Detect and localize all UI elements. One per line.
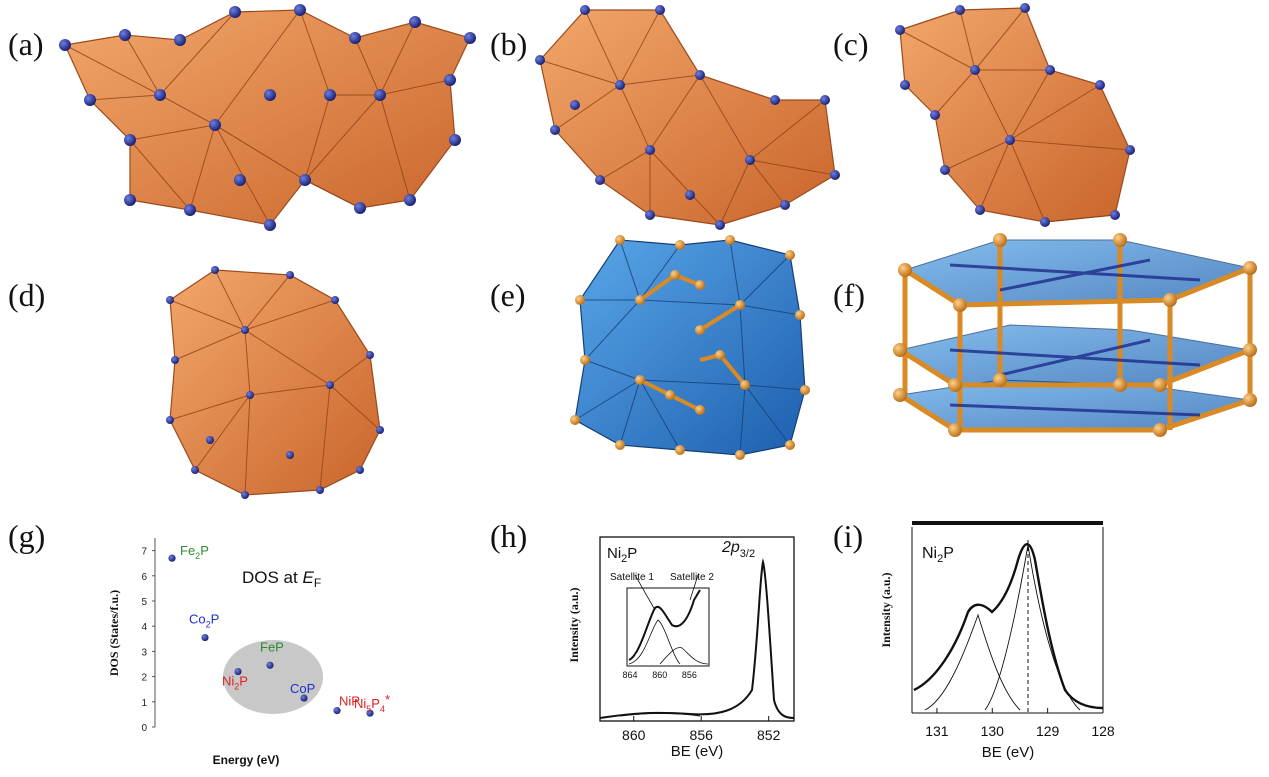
g-y-axis-label: DOS (States/f.u.)	[107, 590, 121, 676]
h-inset-x-tick-label: 864	[622, 670, 637, 680]
chart-h: 860 856 852 864 860 856 Ni2P 2p3/2 Satellite…	[567, 536, 795, 760]
panel-label-c: (c)	[833, 26, 869, 62]
g-y-tick-label: 5	[141, 597, 147, 608]
g-point-fep	[266, 661, 274, 669]
structure-f	[893, 233, 1257, 437]
h-y-axis-label: Intensity (a.u.)	[567, 587, 581, 662]
h-inset-spectrum	[628, 589, 701, 661]
g-y-tick-label: 2	[141, 673, 147, 684]
h-inset-label-satellite1: Satellite 1	[610, 572, 654, 583]
h-x-tick-label: 852	[757, 727, 781, 743]
panel-label-a: (a)	[8, 26, 44, 62]
i-x-tick-label: 130	[981, 723, 1005, 739]
h-inset-label-satellite2: Satellite 2	[670, 572, 714, 583]
i-x-tick-label: 131	[925, 723, 949, 739]
i-fit-peak-1	[924, 613, 1021, 711]
h-x-tick-label: 860	[622, 727, 646, 743]
h-inset-x-tick-label: 860	[652, 670, 667, 680]
h-sample-label: Ni2P	[607, 545, 637, 565]
i-x-tick-label: 128	[1091, 723, 1115, 739]
g-point-fe2p	[168, 554, 176, 562]
structure-a	[59, 4, 476, 231]
i-spectrum-line	[913, 543, 1104, 710]
structure-d	[166, 266, 384, 499]
h-x-axis-label: BE (eV)	[671, 743, 724, 760]
panel-label-i: (i)	[833, 518, 864, 554]
g-y-tick-label: 7	[141, 547, 147, 558]
h-plot-frame	[599, 536, 795, 722]
g-point-label: Ni5P4*	[354, 692, 390, 714]
chart-i: 131 130 129 128 Ni2P BE (eV) Intensity (a.u…	[879, 521, 1115, 761]
panel-label-b: (b)	[490, 26, 528, 62]
i-fit-peak-2	[984, 544, 1081, 711]
h-inset-frame	[626, 587, 710, 667]
h-fit-line	[619, 712, 701, 717]
i-y-axis-label: Intensity (a.u.)	[879, 572, 893, 647]
g-point-co2p	[201, 633, 209, 642]
g-point-ni5p4-star	[366, 709, 374, 717]
h-inset-satellite2-fit	[659, 647, 709, 665]
h-x-tick-label: 856	[690, 727, 714, 743]
structure-e	[570, 235, 810, 460]
h-inset-leader-lines	[634, 574, 699, 611]
h-inset-satellite1-fit	[628, 619, 681, 665]
g-point-label: Co2P	[189, 612, 219, 630]
g-chart-title: DOS at EF	[242, 568, 321, 590]
g-highlight-ellipse	[223, 640, 323, 714]
i-x-tick-label: 129	[1036, 723, 1060, 739]
structure-b	[535, 5, 840, 230]
g-x-axis-label: Energy (eV)	[213, 753, 280, 767]
h-peak-label: 2p3/2	[721, 539, 755, 560]
g-y-tick-label: 4	[141, 622, 147, 633]
g-point-label: FeP	[260, 639, 284, 654]
g-y-tick-label: 6	[141, 572, 147, 583]
g-point-label: Ni2P	[222, 674, 248, 692]
g-y-tick-label: 0	[141, 723, 147, 734]
g-point-label: CoP	[290, 681, 315, 696]
g-point-label: Fe2P	[180, 543, 209, 561]
i-sample-label: Ni2P	[922, 545, 954, 565]
g-y-tick-label: 1	[141, 698, 147, 709]
h-inset-x-tick-label: 856	[682, 670, 697, 680]
panel-label-g: (g)	[8, 518, 46, 554]
panel-label-d: (d)	[8, 277, 46, 313]
g-y-tick-label: 3	[141, 647, 147, 658]
panel-label-h: (h)	[490, 518, 528, 554]
panel-label-e: (e)	[490, 277, 526, 313]
i-x-axis-label: BE (eV)	[982, 744, 1035, 761]
g-point-cop	[300, 694, 308, 702]
structure-c	[895, 3, 1135, 227]
g-point-ni2p	[234, 667, 242, 676]
g-point-nip	[333, 707, 341, 715]
panel-label-f: (f)	[833, 277, 865, 313]
g-point-label: NiP	[339, 694, 360, 709]
